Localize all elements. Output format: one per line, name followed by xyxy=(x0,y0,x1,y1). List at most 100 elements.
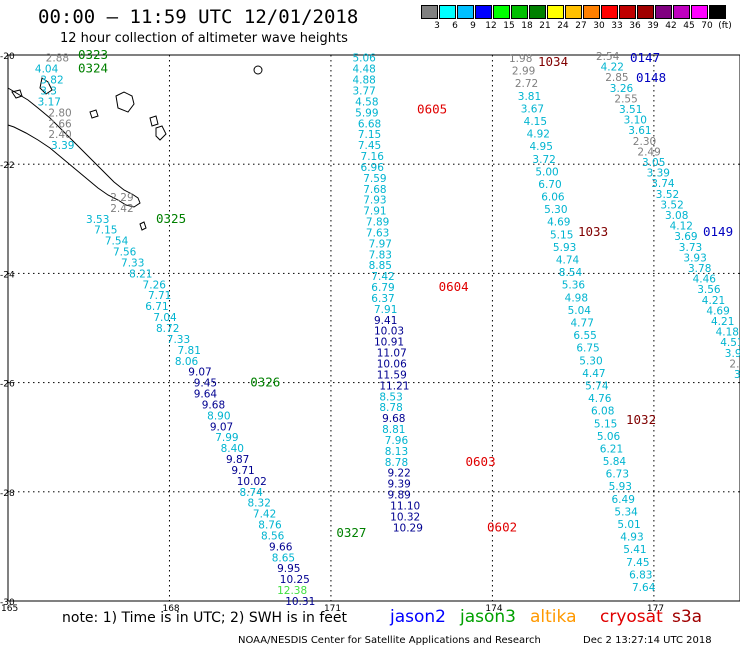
scale-label: 27 xyxy=(575,21,587,31)
scale-label: 45 xyxy=(683,21,695,31)
wave-height-value: 7.64 xyxy=(632,582,656,594)
wave-height-value: 4.69 xyxy=(547,217,570,229)
wave-height-value: 4.92 xyxy=(527,129,550,141)
scale-swatch xyxy=(547,5,564,19)
island-shape xyxy=(149,115,159,127)
wave-height-value: 8.53 xyxy=(379,391,402,403)
wave-height-value: 6.68 xyxy=(358,118,381,130)
wave-height-value: 7.33 xyxy=(167,334,190,346)
wave-height-value: 10.25 xyxy=(280,574,310,586)
wave-height-value: 7.26 xyxy=(143,279,167,291)
wave-height-value: 7.15 xyxy=(94,225,117,237)
scale-swatch xyxy=(655,5,672,19)
wave-height-value: 9.89 xyxy=(387,490,410,502)
pass-time-label: 0325 xyxy=(156,211,186,226)
wave-height-value: 5.00 xyxy=(535,166,558,178)
wave-height-value: 9.95 xyxy=(277,563,300,575)
wave-height-value: 5.15 xyxy=(550,229,573,241)
lat-label: -28 xyxy=(0,489,15,499)
wave-height-value: 6.21 xyxy=(600,443,623,455)
coastline xyxy=(7,65,263,231)
wave-height-value: 8.76 xyxy=(258,520,282,532)
wave-height-value: 8.13 xyxy=(385,446,408,458)
lon-label: 171 xyxy=(324,604,341,614)
wave-height-value: 4.77 xyxy=(571,318,594,330)
wave-height-value: 4.76 xyxy=(588,393,612,405)
wave-height-value: 7.91 xyxy=(374,304,397,316)
scale-swatch xyxy=(637,5,654,19)
wave-height-value: 3.82 xyxy=(40,75,63,87)
wave-height-value: 9.39 xyxy=(387,479,410,491)
lon-label: 165 xyxy=(1,604,18,614)
scale-swatch xyxy=(457,5,474,19)
wave-height-value: 5.15 xyxy=(594,418,617,430)
wave-height-value: 7.68 xyxy=(363,184,386,196)
pass-time-label: 0148 xyxy=(636,70,666,85)
wave-height-value: 8.06 xyxy=(175,356,199,368)
wave-height-value: 5.93 xyxy=(553,242,576,254)
wave-height-value: 2.49 xyxy=(637,146,660,158)
wave-height-value: 3.73 xyxy=(679,242,702,254)
wave-height-value: 7.89 xyxy=(366,217,389,229)
island-shape xyxy=(11,89,23,99)
lon-label: 177 xyxy=(647,604,664,614)
scale-swatch xyxy=(583,5,600,19)
wave-height-value: 10.02 xyxy=(237,476,267,488)
wave-height-value: 4.48 xyxy=(352,64,375,76)
scale-swatch xyxy=(601,5,618,19)
scale-label: 36 xyxy=(629,21,641,31)
wave-height-value: 7.81 xyxy=(178,345,201,357)
wave-height-value: 4.47 xyxy=(582,368,605,380)
wave-height-value: 7.42 xyxy=(253,509,276,521)
wave-height-value: 5.04 xyxy=(568,305,592,317)
lon-label: 174 xyxy=(485,604,502,614)
wave-height-value: 1.98 xyxy=(509,53,532,65)
wave-height-value: 4.74 xyxy=(556,255,580,267)
wave-height-value: 8.56 xyxy=(261,530,285,542)
footer-credit: NOAA/NESDIS Center for Satellite Applica… xyxy=(238,635,541,646)
scale-swatch xyxy=(475,5,492,19)
wave-height-value: 3.26 xyxy=(610,83,634,95)
wave-height-value: 5.34 xyxy=(614,506,638,518)
wave-height-value: 5.93 xyxy=(609,481,632,493)
wave-height-value: 8.81 xyxy=(382,424,405,436)
wave-height-value: 3.77 xyxy=(352,85,375,97)
wave-height-value: 2.54 xyxy=(596,51,620,63)
wave-height-value: 8.40 xyxy=(221,443,244,455)
pass-time-label: 0605 xyxy=(417,102,447,117)
wave-height-value: 6.08 xyxy=(591,406,614,418)
pass-time-label: 0324 xyxy=(78,61,108,76)
wave-height-value: 5.01 xyxy=(617,519,640,531)
pass-time-label: 0323 xyxy=(78,47,108,62)
wave-height-value: 12.38 xyxy=(277,585,307,597)
wave-height-value: 6.06 xyxy=(541,192,565,204)
wave-height-value: 10.91 xyxy=(374,337,404,349)
wave-height-value: 9.68 xyxy=(382,413,405,425)
legend-jason3: jason3 xyxy=(460,607,516,627)
island-shape xyxy=(253,65,263,75)
wave-height-value: 4.46 xyxy=(693,274,717,286)
wave-height-value: 3.52 xyxy=(660,199,683,211)
wave-height-value: 2.42 xyxy=(110,203,133,215)
wave-height-value: 4.69 xyxy=(706,305,729,317)
wave-height-value: 6.83 xyxy=(629,569,652,581)
wave-height-value: 4.98 xyxy=(565,292,588,304)
wave-height-value: 3.39 xyxy=(51,140,74,152)
footer-timestamp: Dec 2 13:27:14 UTC 2018 xyxy=(583,635,712,646)
lon-label: 168 xyxy=(162,604,179,614)
wave-height-value: 7.59 xyxy=(363,173,386,185)
wave-height-value: 9.07 xyxy=(188,367,211,379)
wave-height-value: 8.54 xyxy=(559,267,583,279)
scale-swatch xyxy=(673,5,690,19)
scale-label: 21 xyxy=(539,21,551,31)
wave-height-value: 2.9 xyxy=(729,358,740,370)
wave-height-value: 5.36 xyxy=(562,280,586,292)
wave-height-value: 3.08 xyxy=(665,210,688,222)
wave-height-value: 9.66 xyxy=(269,541,293,553)
wave-height-value: 7.04 xyxy=(153,312,177,324)
wave-height-value: 7.33 xyxy=(121,257,144,269)
map-title: 00:00 – 11:59 UTC 12/01/2018 xyxy=(38,6,359,28)
wave-height-value: 2.30 xyxy=(633,136,656,148)
wave-height-value: 3.39 xyxy=(647,168,670,180)
wave-height-value: 11.59 xyxy=(377,369,407,381)
